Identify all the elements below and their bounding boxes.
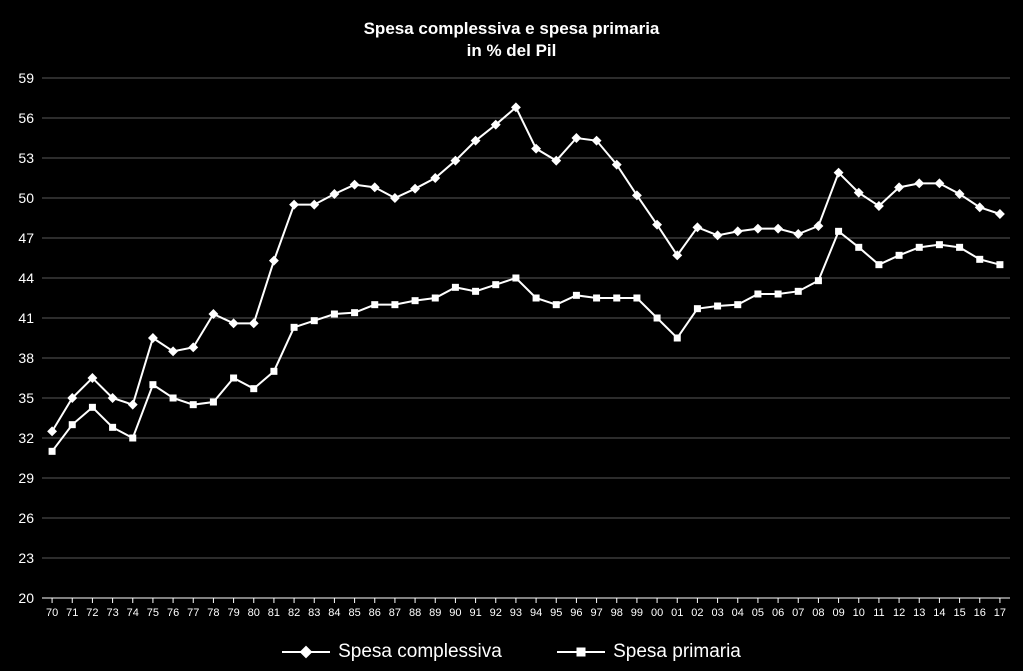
svg-text:79: 79: [227, 607, 239, 619]
svg-text:81: 81: [268, 607, 280, 619]
svg-text:07: 07: [792, 607, 804, 619]
svg-text:91: 91: [469, 607, 481, 619]
svg-text:02: 02: [691, 607, 703, 619]
svg-text:29: 29: [18, 470, 34, 486]
svg-text:99: 99: [631, 607, 643, 619]
svg-text:86: 86: [369, 607, 381, 619]
svg-text:97: 97: [590, 607, 602, 619]
svg-text:83: 83: [308, 607, 320, 619]
svg-text:90: 90: [449, 607, 461, 619]
svg-text:70: 70: [46, 607, 58, 619]
svg-text:12: 12: [893, 607, 905, 619]
svg-text:77: 77: [187, 607, 199, 619]
svg-text:93: 93: [510, 607, 522, 619]
chart-container: Spesa complessiva e spesa primaria in % …: [0, 0, 1023, 671]
svg-text:82: 82: [288, 607, 300, 619]
svg-text:71: 71: [66, 607, 78, 619]
legend: Spesa complessiva Spesa primaria: [0, 637, 1023, 663]
svg-text:13: 13: [913, 607, 925, 619]
square-icon: [557, 651, 605, 653]
svg-text:11: 11: [873, 607, 884, 619]
svg-text:06: 06: [772, 607, 784, 619]
svg-text:84: 84: [328, 607, 340, 619]
svg-text:41: 41: [18, 310, 34, 326]
svg-text:08: 08: [812, 607, 824, 619]
svg-text:10: 10: [853, 607, 865, 619]
svg-text:05: 05: [752, 607, 764, 619]
svg-text:50: 50: [18, 190, 34, 206]
svg-text:89: 89: [429, 607, 441, 619]
svg-text:14: 14: [933, 607, 945, 619]
svg-text:16: 16: [974, 607, 986, 619]
svg-text:94: 94: [530, 607, 542, 619]
svg-text:88: 88: [409, 607, 421, 619]
svg-text:09: 09: [832, 607, 844, 619]
svg-text:26: 26: [18, 510, 34, 526]
chart-svg: 20 23 26 29 32 35 38 41 44 47 50 53 56 59 70 71 72 73 74 75…: [0, 0, 1023, 671]
svg-text:38: 38: [18, 350, 34, 366]
svg-text:32: 32: [18, 430, 34, 446]
svg-text:75: 75: [147, 607, 159, 619]
svg-text:53: 53: [18, 150, 34, 166]
svg-text:76: 76: [167, 607, 179, 619]
svg-text:96: 96: [570, 607, 582, 619]
svg-text:59: 59: [18, 70, 34, 86]
svg-text:85: 85: [348, 607, 360, 619]
svg-text:78: 78: [207, 607, 219, 619]
svg-text:47: 47: [18, 230, 34, 246]
svg-text:20: 20: [18, 590, 34, 606]
svg-text:01: 01: [671, 607, 683, 619]
legend-item-complessiva: Spesa complessiva: [282, 641, 502, 663]
legend-label: Spesa primaria: [613, 641, 741, 663]
svg-text:04: 04: [732, 607, 744, 619]
svg-text:92: 92: [490, 607, 502, 619]
svg-text:87: 87: [389, 607, 401, 619]
svg-text:15: 15: [953, 607, 965, 619]
svg-text:95: 95: [550, 607, 562, 619]
svg-text:72: 72: [86, 607, 98, 619]
svg-text:23: 23: [18, 550, 34, 566]
svg-text:98: 98: [611, 607, 623, 619]
svg-text:56: 56: [18, 110, 34, 126]
svg-text:17: 17: [994, 607, 1006, 619]
svg-text:80: 80: [248, 607, 260, 619]
legend-label: Spesa complessiva: [338, 641, 502, 663]
svg-text:00: 00: [651, 607, 663, 619]
svg-text:44: 44: [18, 270, 34, 286]
svg-text:03: 03: [711, 607, 723, 619]
diamond-icon: [282, 651, 330, 653]
svg-text:73: 73: [106, 607, 118, 619]
svg-text:74: 74: [127, 607, 139, 619]
svg-text:35: 35: [18, 390, 34, 406]
legend-item-primaria: Spesa primaria: [557, 641, 741, 663]
